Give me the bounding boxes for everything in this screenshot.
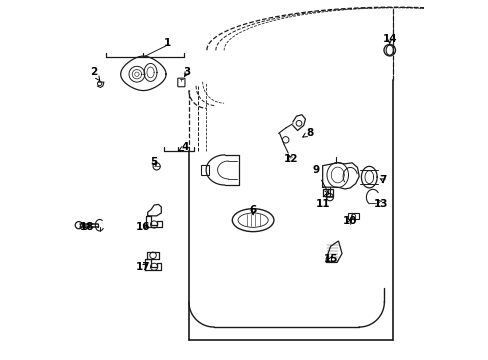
Text: 7: 7 xyxy=(378,175,386,185)
Text: 12: 12 xyxy=(284,154,298,164)
Text: 18: 18 xyxy=(79,222,94,231)
Text: 8: 8 xyxy=(302,128,313,138)
Text: 1: 1 xyxy=(163,38,171,48)
Text: 2: 2 xyxy=(90,67,100,81)
Bar xyxy=(348,213,358,220)
Text: 13: 13 xyxy=(373,199,388,210)
Circle shape xyxy=(75,222,82,229)
Text: 11: 11 xyxy=(315,193,329,210)
Text: 6: 6 xyxy=(249,206,256,216)
Text: 3: 3 xyxy=(183,67,190,77)
Text: 15: 15 xyxy=(323,254,337,264)
Text: 16: 16 xyxy=(136,222,150,232)
Circle shape xyxy=(383,44,395,56)
Text: 4: 4 xyxy=(178,142,189,152)
Polygon shape xyxy=(325,241,341,262)
Text: 10: 10 xyxy=(343,216,357,226)
Text: 9: 9 xyxy=(312,165,328,194)
Text: 17: 17 xyxy=(136,262,150,272)
Text: 5: 5 xyxy=(150,157,158,167)
Text: 14: 14 xyxy=(382,35,396,44)
